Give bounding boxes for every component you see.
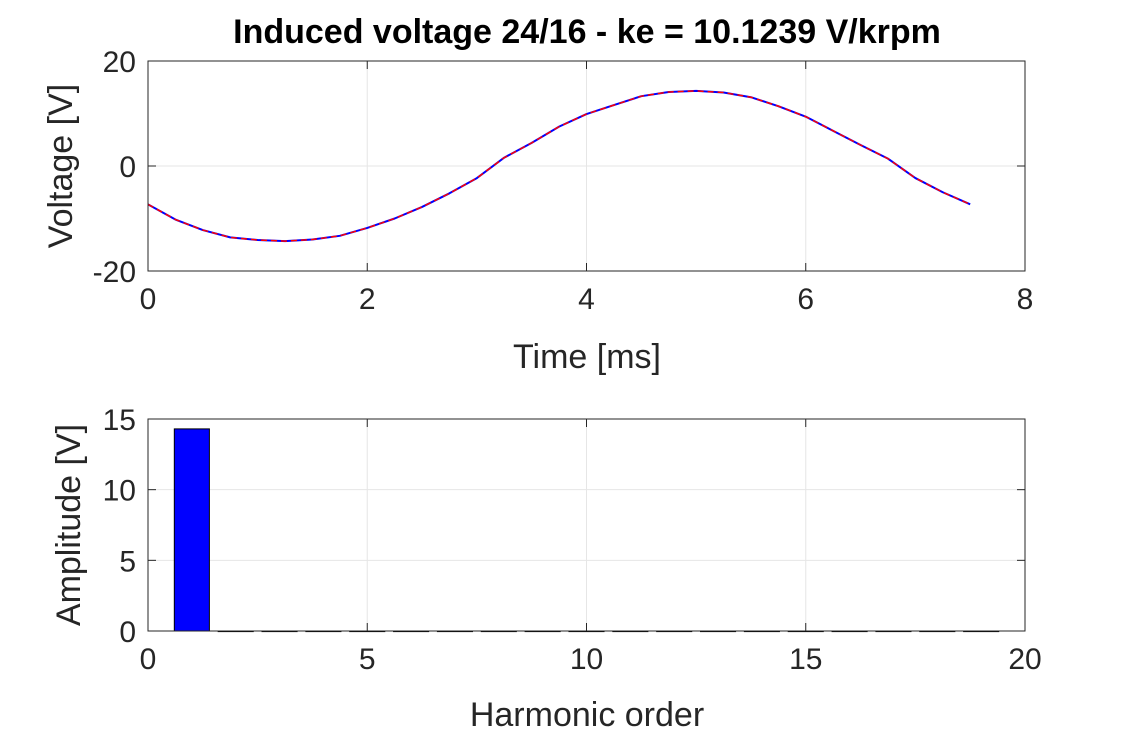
chart-title: Induced voltage 24/16 - ke = 10.1239 V/k…	[233, 13, 941, 51]
harmonics-grid	[148, 419, 1025, 631]
voltage-series	[147, 89, 971, 243]
voltage-x-tick-label: 0	[140, 283, 157, 316]
voltage-y-tick-label: 0	[119, 151, 136, 184]
voltage-ticks	[147, 60, 1026, 272]
voltage-x-tick-label: 2	[359, 283, 376, 316]
voltage-series-line-2	[147, 90, 971, 242]
harmonics-x-tick-label: 5	[359, 643, 376, 676]
harmonics-y-tick-label: 0	[119, 616, 136, 649]
voltage-x-tick-labels: 0 2 4 6 8	[140, 283, 1034, 316]
voltage-y-tick-label: 20	[103, 46, 136, 79]
voltage-y-tick-labels: -20 0 20	[93, 46, 136, 289]
voltage-x-axis-label: Time [ms]	[513, 338, 661, 376]
harmonics-x-tick-label: 0	[140, 643, 157, 676]
harmonics-y-tick-label: 15	[103, 404, 136, 437]
voltage-y-axis-label: Voltage [V]	[42, 84, 80, 248]
harmonics-y-tick-label: 10	[103, 475, 136, 508]
harmonics-x-axis-label: Harmonic order	[470, 696, 704, 734]
harmonics-ticks	[147, 418, 1026, 632]
harmonics-y-tick-label: 5	[119, 545, 136, 578]
voltage-y-tick-label: -20	[93, 256, 136, 289]
harmonics-y-tick-labels: 0 5 10 15	[103, 404, 136, 649]
harmonics-x-tick-labels: 0 5 10 15 20	[140, 643, 1042, 676]
voltage-x-tick-label: 8	[1017, 283, 1034, 316]
voltage-x-tick-label: 4	[578, 283, 595, 316]
voltage-x-tick-label: 6	[797, 283, 814, 316]
harmonics-bar-1	[173, 428, 210, 632]
harmonics-x-tick-label: 10	[570, 643, 603, 676]
voltage-grid	[148, 61, 1025, 271]
harmonics-y-axis-label: Amplitude [V]	[50, 424, 88, 626]
harmonics-x-tick-label: 20	[1008, 643, 1041, 676]
harmonics-chart: 0 5 10 15 20 0 5 10 15 Harmonic order Amplitude…	[50, 404, 1042, 734]
harmonics-x-tick-label: 15	[789, 643, 822, 676]
